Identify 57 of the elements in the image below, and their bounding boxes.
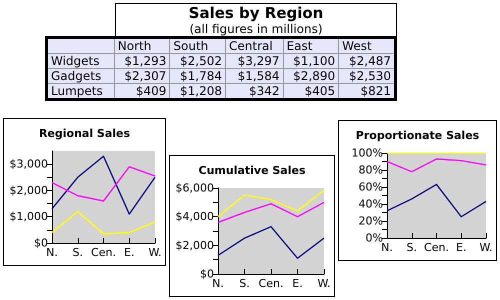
text: $1,584 [238,69,280,83]
chart-title: Cumulative Sales [198,164,306,177]
y-tick-label: $1,000 [10,210,48,224]
y-tick-label: 20% [358,214,383,228]
x-tick-label: E. [292,277,303,290]
y-tick-label: 40% [358,198,383,210]
category-label: Lumpets [51,84,103,98]
x-tick-label: S. [406,241,417,254]
text: $1,784 [180,69,222,83]
chart-title: Regional Sales [38,127,130,140]
x-tick-label: Cen. [424,241,449,254]
text: $409 [136,84,166,98]
text: $405 [304,84,336,98]
text: $1,293 [124,54,166,68]
text: $2,530 [349,69,391,83]
y-tick-label: 100% [352,146,383,160]
text: Sales by Region [188,4,324,22]
x-tick-label: S. [72,246,83,259]
category-label: South [170,38,226,54]
x-tick-label: S. [239,277,250,290]
category-label: East [283,38,339,54]
y-tick-label: 0% [366,232,383,244]
x-tick-label: N. [212,277,224,290]
text: $2,890 [293,69,336,83]
chart-title: Proportionate Sales [356,129,480,142]
x-tick-label: Cen. [91,246,116,259]
x-tick-label: E. [456,241,466,254]
y-tick-label: 60% [358,180,383,194]
text: $1,100 [293,54,336,68]
text: $2,487 [349,54,391,68]
text: $821 [360,84,391,98]
y-tick-label: $0 [200,268,214,280]
category-label: Central [226,38,284,54]
text: $1,208 [180,84,222,98]
x-tick-label: W. [317,277,331,290]
y-tick-label: $4,000 [176,210,214,224]
category-label: West [338,38,396,54]
category-label: Widgets [51,54,100,68]
x-tick-label: N. [381,241,393,254]
y-tick-label: $3,000 [10,158,48,171]
y-tick-label: $2,000 [176,238,214,252]
x-tick-label: Cen. [258,277,284,290]
y-tick-label: $0 [34,236,48,250]
text: (all figures in millions) [188,22,324,36]
category-label: North [114,38,170,54]
text: $342 [249,84,280,98]
y-tick-label: $2,000 [10,184,48,197]
x-tick-label: N. [46,246,58,259]
category-label: Gadgets [51,69,102,83]
y-tick-label: $6,000 [176,182,214,194]
x-tick-label: E. [124,246,134,259]
text: $2,502 [180,54,222,68]
x-tick-label: W. [148,246,162,259]
y-tick-label: 80% [358,164,383,176]
x-tick-label: W. [479,241,493,254]
text: $2,307 [124,69,166,83]
text: $3,297 [238,54,280,68]
